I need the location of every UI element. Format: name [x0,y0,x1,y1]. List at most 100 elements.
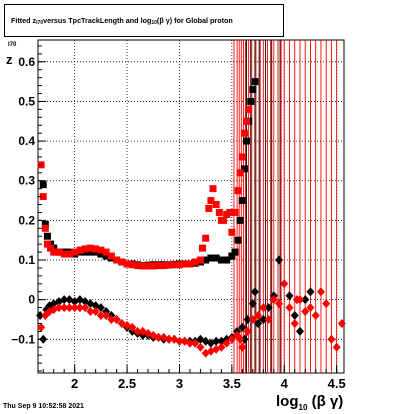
y-axis-label-main: z [6,52,13,67]
data-point-square [107,252,115,260]
data-point-square [240,165,248,173]
x-tick-label: 4.5 [328,376,346,391]
x-tick-label: 3.5 [223,376,241,391]
data-point-square [155,262,163,270]
footer-timestamp: Thu Sep 9 10:52:58 2021 [3,403,84,410]
data-point-diamond [311,311,320,321]
data-point-square [236,216,244,224]
data-point-square [240,129,248,137]
data-point-diamond [285,291,294,301]
data-point-square [205,204,213,212]
data-point-square [186,260,194,268]
data-point-square [243,117,251,125]
data-point-diamond [269,295,278,305]
data-point-diamond [196,342,205,352]
data-point-square [219,216,227,224]
y-tick-label: −0.1 [11,332,35,346]
data-point-diamond [236,334,245,344]
data-point-square [43,232,51,240]
data-point-diamond [306,287,315,297]
data-point-diamond [250,287,259,297]
error-bars [233,40,338,373]
data-point-square [43,240,51,248]
data-point-diamond [295,326,304,336]
data-markers [36,78,346,358]
data-point-square [234,187,242,195]
data-point-square [86,248,94,256]
data-point-diamond [70,303,79,313]
data-point-diamond [290,318,299,328]
data-point-square [234,236,242,244]
data-point-diamond [254,318,263,328]
data-point-diamond [91,307,100,317]
data-point-diamond [243,314,252,324]
data-point-square [97,250,105,258]
data-point-diamond [301,295,310,305]
data-point-square [170,261,178,269]
y-tick-label: 0.6 [18,55,35,69]
data-point-square [243,137,251,145]
y-tick-label: 0.1 [18,253,35,267]
data-point-square [249,86,257,94]
data-point-square [223,256,231,264]
title-sub2: 10 [151,19,157,26]
data-point-diamond [227,334,236,344]
data-point-square [71,248,79,256]
data-point-diamond [264,314,273,324]
y-axis-label-sub: I70 [8,42,17,48]
data-point-diamond [259,303,268,313]
data-point-square [238,197,246,205]
data-point-square [65,250,73,258]
y-tick-label: 0.5 [18,94,35,108]
data-point-square [60,250,68,258]
data-point-square [212,254,220,262]
data-point-square [247,97,255,105]
data-point-diamond [54,303,63,313]
data-point-square [215,208,223,216]
data-point-diamond [65,303,74,313]
data-point-square [41,224,49,232]
data-point-diamond [102,311,111,321]
y-tick-label: 0.3 [18,174,35,188]
data-point-square [144,262,152,270]
title-sub1: I70 [36,19,44,26]
data-point-diamond [112,314,121,324]
data-point-square [202,234,210,242]
y-axis-label: z I70 [3,40,17,70]
title-mid: versus TpcTrackLength and log [43,16,152,25]
data-point-square [41,220,49,228]
data-point-square [102,248,110,256]
data-point-square [207,197,215,205]
data-point-diamond [243,326,252,336]
data-point-diamond [175,336,184,346]
data-point-square [199,244,207,252]
data-point-diamond [248,299,257,309]
data-point-diamond [240,334,249,344]
data-point-diamond [60,303,69,313]
data-point-square [231,208,239,216]
data-point-square [118,258,126,266]
data-point-diamond [295,295,304,305]
y-tick-label: 0.4 [18,134,35,148]
x-tick-label: 2 [71,376,78,391]
data-point-diamond [191,338,200,348]
x-tick-label: 3 [176,376,183,391]
data-point-diamond [123,320,132,330]
data-point-square [123,260,131,268]
data-point-diamond [86,307,95,317]
data-point-diamond [301,307,310,317]
data-point-square [212,201,220,209]
data-point-square [181,260,189,268]
data-point-diamond [306,303,315,313]
data-point-square [47,244,55,252]
axis-ticks: 2 2.5 3 3.5 4 4.5 −0.1 0 0.1 0.2 0.3 0.4 0.5 0.6 [11,45,346,391]
data-point-diamond [238,322,247,332]
data-point-diamond [75,303,84,313]
data-point-square [202,256,210,264]
data-point-square [245,105,253,113]
data-point-diamond [285,303,294,313]
data-point-square [251,78,259,86]
chart-title: Fitted z I70 versus TpcTrackLength and l… [4,4,284,37]
data-point-square [134,262,142,270]
